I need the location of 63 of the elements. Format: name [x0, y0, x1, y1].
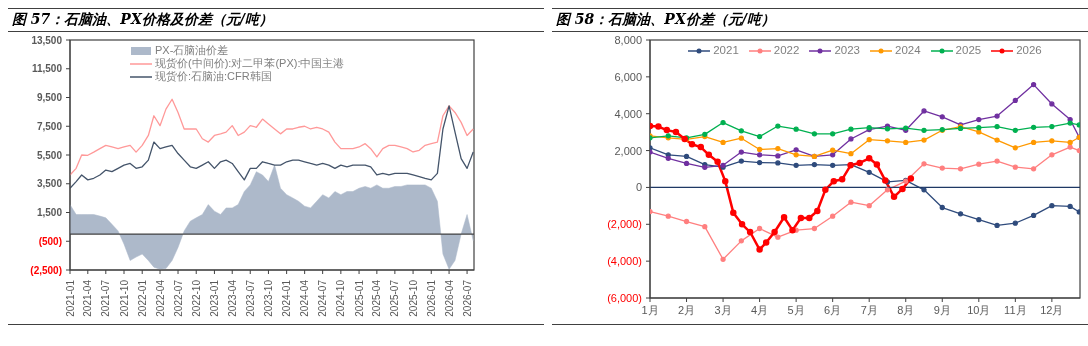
- legend-label: 2022: [773, 44, 800, 57]
- x-tick-label: 2022-10: [190, 279, 202, 317]
- y-tick-label: 4,000: [614, 107, 642, 120]
- x-tick-label: 2026-01: [425, 279, 437, 317]
- legend-label: 2023: [834, 44, 860, 57]
- x-tick-label: 2025-01: [353, 279, 365, 317]
- x-tick-label: 2021-04: [82, 279, 94, 317]
- x-tick-label: 2022-04: [154, 279, 166, 317]
- x-tick-label: 2026-04: [443, 279, 455, 317]
- x-tick-label: 2024-01: [281, 279, 293, 317]
- x-tick-label: 6月: [824, 304, 842, 316]
- y-tick-label: (2,500): [30, 264, 62, 276]
- y-tick-label: 7,500: [36, 120, 63, 132]
- chart-title: 图 58：石脑油、PX价差（元/吨）: [552, 8, 1088, 32]
- legend-label: 现货价:石脑油:CFR韩国: [155, 70, 272, 83]
- y-tick-label: (6,000): [607, 292, 642, 304]
- x-tick-label: 2021-01: [64, 279, 76, 317]
- x-tick-label: 9月: [933, 304, 951, 316]
- x-tick-label: 2023-01: [208, 279, 220, 317]
- y-tick-label: 3,500: [36, 178, 63, 190]
- x-tick-label: 2月: [677, 304, 696, 316]
- y-tick-label: 6,000: [614, 70, 642, 83]
- y-tick-label: 2,000: [614, 144, 642, 157]
- x-tick-label: 2024-04: [299, 279, 311, 317]
- x-tick-label: 5月: [787, 304, 805, 316]
- y-tick-label: (2,000): [607, 218, 642, 231]
- x-tick-label: 4月: [751, 304, 769, 316]
- y-tick-label: 13,500: [31, 34, 63, 46]
- legend-label: 2026: [1016, 44, 1042, 57]
- y-tick-label: (4,000): [607, 255, 642, 268]
- x-tick-label: 2025-04: [371, 279, 383, 317]
- y-tick-label: (500): [38, 235, 62, 247]
- legend-label: 现货价(中间价):对二甲苯(PX):中国主港: [155, 57, 345, 70]
- y-tick-label: 0: [635, 181, 642, 194]
- legend-label: 2021: [713, 44, 739, 57]
- x-tick-label: 2025-10: [407, 279, 419, 317]
- x-tick-label: 2023-07: [244, 279, 256, 317]
- legend-label: 2025: [955, 44, 982, 57]
- y-tick-label: 11,500: [31, 63, 63, 75]
- y-tick-label: 9,500: [36, 92, 63, 103]
- x-tick-label: 2023-04: [226, 279, 238, 317]
- y-tick-label: 5,500: [36, 149, 63, 161]
- legend-label: 2024: [895, 44, 921, 57]
- legend-label: PX-石脑油价差: [155, 44, 229, 57]
- x-tick-label: 1月: [641, 304, 659, 316]
- x-tick-label: 2022-07: [172, 279, 184, 317]
- x-tick-label: 2021-10: [118, 279, 130, 317]
- x-tick-label: 12月: [1040, 304, 1064, 316]
- x-tick-label: 2024-07: [317, 279, 329, 317]
- x-tick-label: 2023-10: [262, 279, 274, 317]
- x-tick-label: 2022-01: [136, 279, 148, 317]
- x-tick-label: 2025-07: [389, 279, 401, 317]
- x-tick-label: 11月: [1004, 304, 1027, 316]
- y-tick-label: 1,500: [36, 207, 63, 218]
- x-tick-label: 3月: [714, 304, 732, 316]
- x-tick-label: 2024-10: [335, 279, 347, 317]
- x-tick-label: 7月: [860, 304, 878, 316]
- x-tick-label: 8月: [897, 304, 915, 316]
- x-tick-label: 2026-07: [461, 279, 473, 317]
- x-tick-label: 2021-07: [100, 279, 112, 317]
- y-tick-label: 8,000: [614, 34, 642, 46]
- x-tick-label: 10月: [967, 304, 991, 316]
- chart-title: 图 57：石脑油、PX价格及价差（元/吨）: [8, 8, 544, 32]
